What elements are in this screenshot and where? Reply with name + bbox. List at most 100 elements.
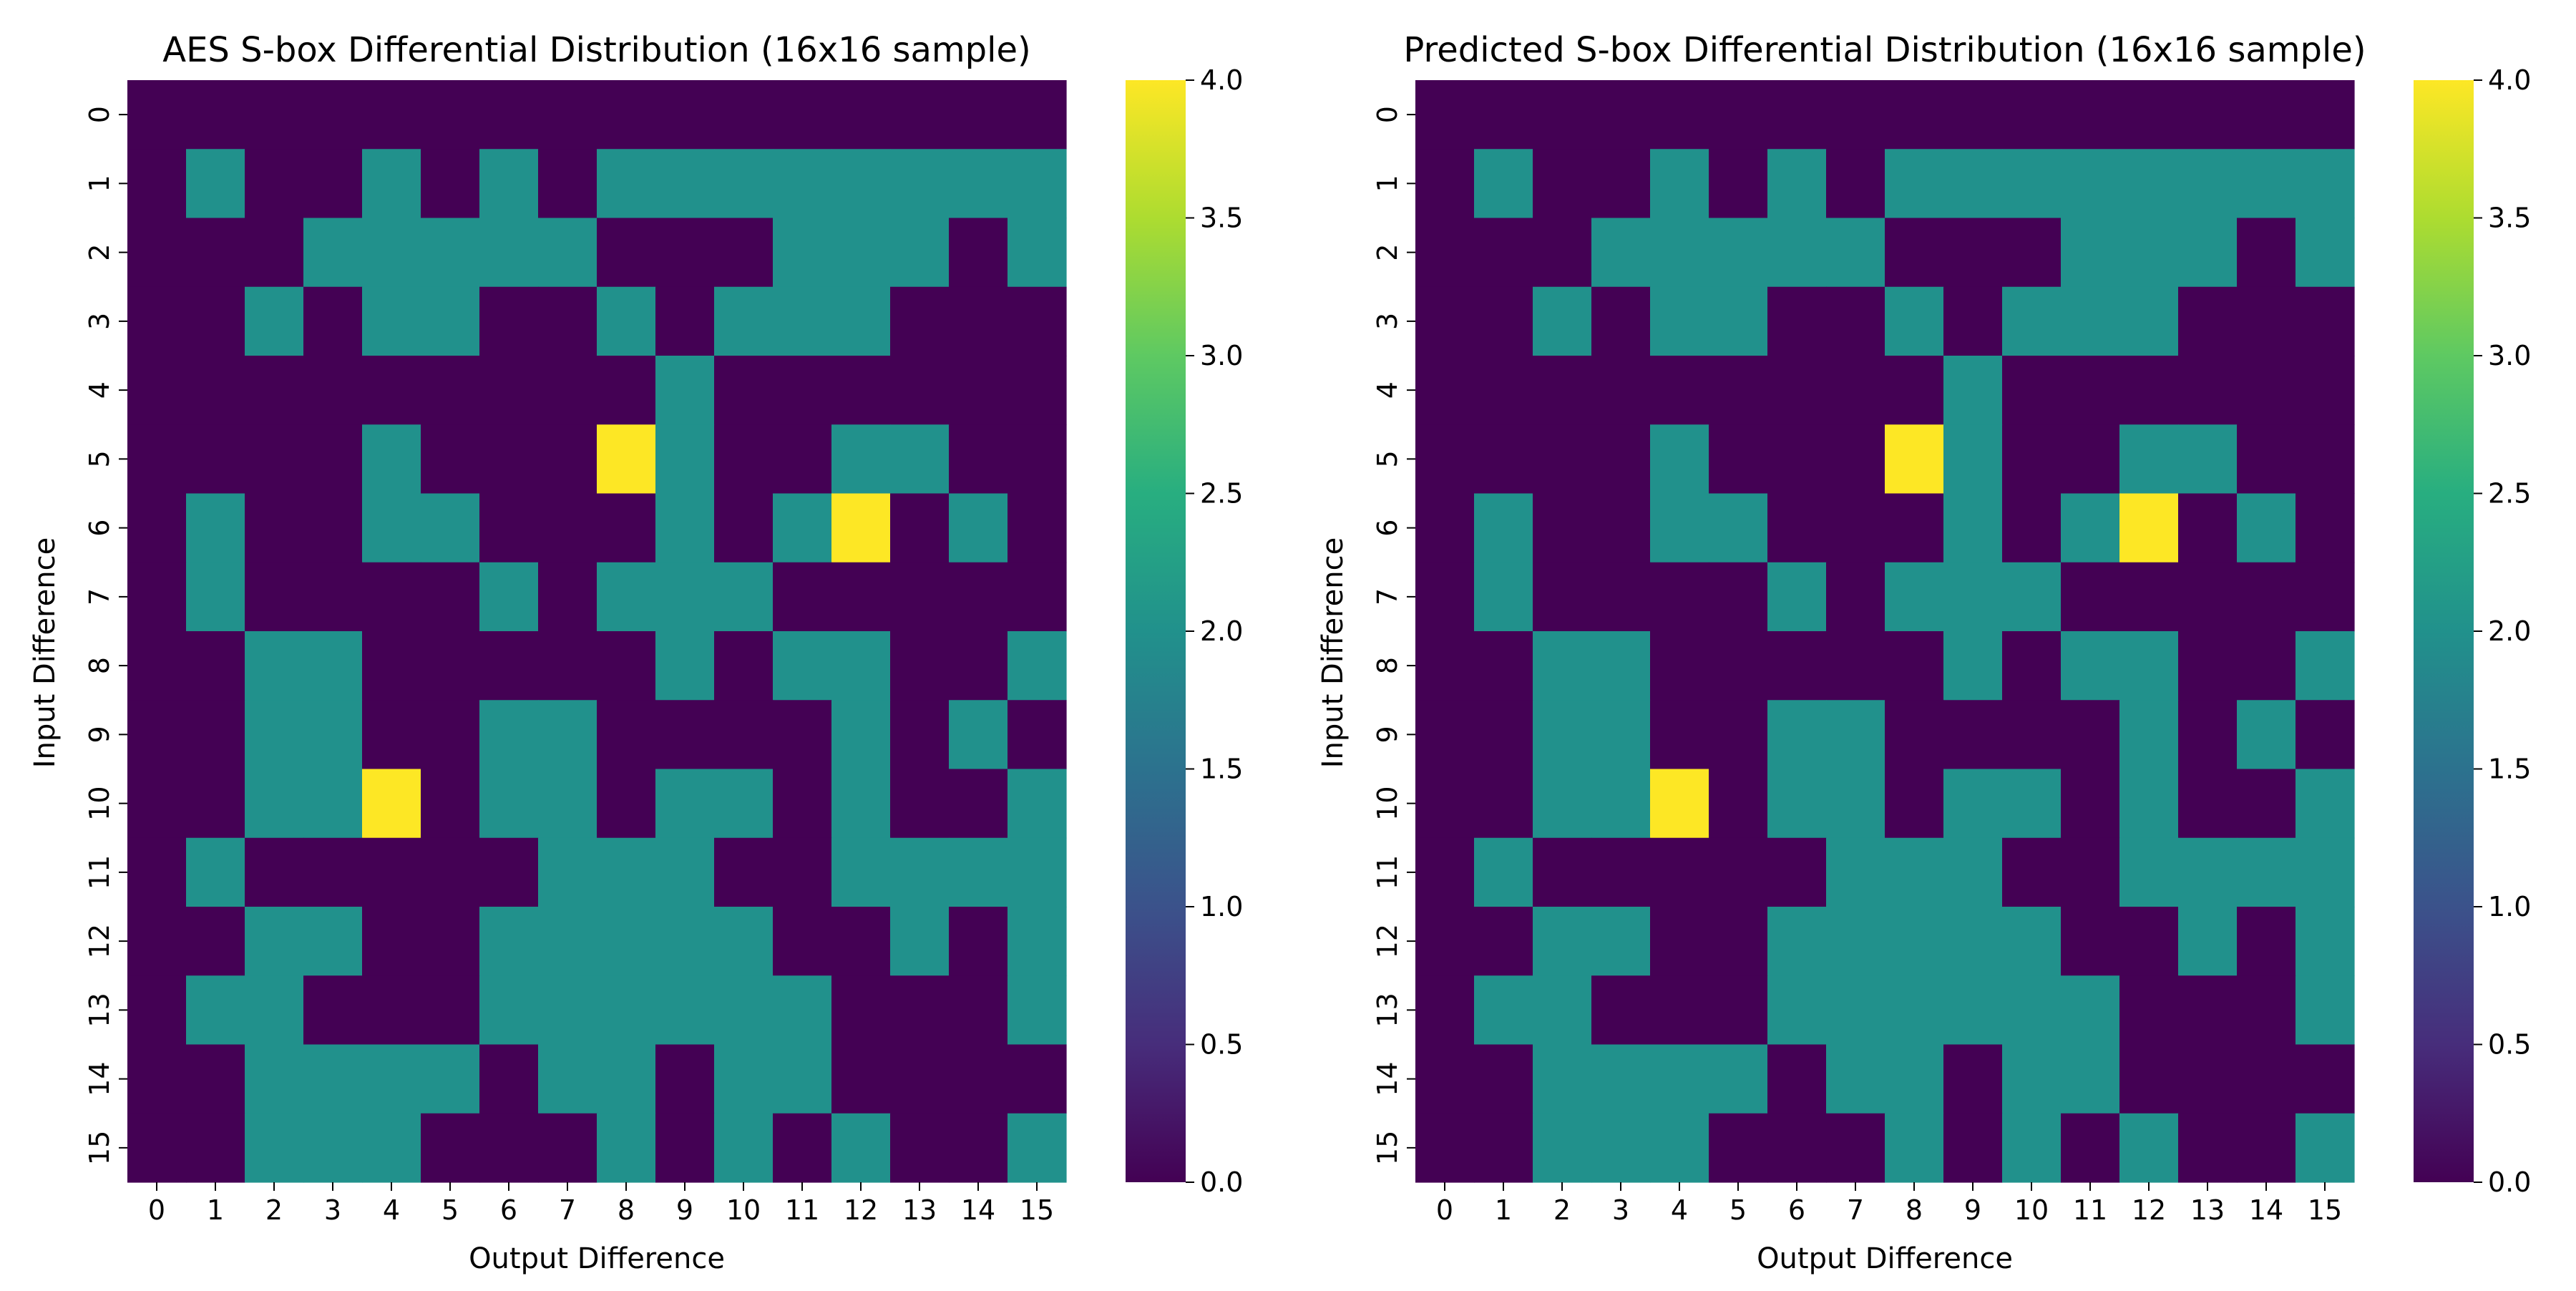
- heatmap-cell-r4-c14: [949, 356, 1008, 425]
- heatmap-cell-r6-c10: [2002, 493, 2062, 563]
- heatmap-cell-r10-c7: [538, 769, 597, 839]
- heatmap-cell-r13-c8: [597, 975, 656, 1046]
- heatmap-cell-r8-c13: [2178, 631, 2238, 701]
- heatmap-cell-r8-c3: [303, 631, 363, 701]
- heatmap-cell-r9-c6: [479, 700, 539, 770]
- colorbar-tick-label: 1.0: [2488, 891, 2531, 922]
- heatmap-cell-r4-c1: [186, 356, 245, 425]
- heatmap-cell-r14-c11: [2061, 1044, 2120, 1114]
- heatmap-cell-r4-c14: [2237, 356, 2296, 425]
- heatmap-cell-r9-c5: [1709, 700, 1768, 770]
- heatmap-cell-r4-c3: [303, 356, 363, 425]
- heatmap-cell-r2-c7: [1826, 218, 1885, 288]
- heatmap-cell-r7-c9: [655, 562, 715, 632]
- heatmap-cell-r6-c5: [1709, 493, 1768, 563]
- heatmap-cell-r10-c2: [1533, 769, 1592, 839]
- heatmap-cell-r3-c5: [421, 286, 480, 356]
- heatmap-cell-r14-c6: [1767, 1044, 1827, 1114]
- heatmap-cell-r0-c7: [538, 80, 597, 150]
- y-tick-label: 10: [84, 786, 115, 820]
- heatmap-cell-r7-c6: [479, 562, 539, 632]
- heatmap-cell-r10-c1: [186, 769, 245, 839]
- heatmap-cell-r5-c14: [949, 424, 1008, 495]
- y-tick-label: 14: [1372, 1061, 1403, 1096]
- heatmap-cell-r15-c4: [1650, 1113, 1709, 1183]
- heatmap-cell-r11-c5: [421, 837, 480, 907]
- heatmap-cell-r8-c3: [1591, 631, 1651, 701]
- heatmap-cell-r7-c12: [2119, 562, 2179, 632]
- heatmap-cell-r6-c7: [1826, 493, 1885, 563]
- heatmap-cell-r13-c3: [1591, 975, 1651, 1046]
- heatmap-cell-r1-c4: [1650, 149, 1709, 219]
- heatmap-cell-r4-c8: [1885, 356, 1944, 425]
- y-tick-label: 7: [1372, 588, 1403, 605]
- heatmap-cell-r2-c2: [245, 218, 304, 288]
- heatmap-cell-r1-c6: [479, 149, 539, 219]
- heatmap-cell-r0-c13: [2178, 80, 2238, 150]
- heatmap-cell-r3-c14: [2237, 286, 2296, 356]
- heatmap-cell-r8-c4: [362, 631, 421, 701]
- heatmap-cell-r2-c13: [2178, 218, 2238, 288]
- heatmap-cell-r13-c15: [1008, 975, 1067, 1046]
- y-tick-label: 12: [1372, 924, 1403, 958]
- heatmap-cell-r9-c5: [421, 700, 480, 770]
- heatmap-cell-r5-c2: [245, 424, 304, 495]
- heatmap-cell-r1-c12: [831, 149, 891, 219]
- heatmap-cell-r15-c11: [773, 1113, 832, 1183]
- heatmap-cell-r6-c7: [538, 493, 597, 563]
- heatmap-cell-r12-c1: [1474, 907, 1533, 976]
- heatmap-cell-r0-c6: [1767, 80, 1827, 150]
- heatmap-cell-r6-c3: [303, 493, 363, 563]
- heatmap-cell-r15-c5: [421, 1113, 480, 1183]
- heatmap-cell-r0-c11: [773, 80, 832, 150]
- heatmap-cell-r14-c0: [127, 1044, 187, 1114]
- heatmap-cell-r8-c11: [773, 631, 832, 701]
- heatmap-cell-r3-c13: [890, 286, 950, 356]
- colorbar-tick-label: 3.5: [2488, 203, 2531, 234]
- heatmap-cell-r12-c5: [1709, 907, 1768, 976]
- heatmap-cell-r12-c12: [831, 907, 891, 976]
- heatmap-cell-r0-c5: [1709, 80, 1768, 150]
- x-tick-label: 3: [1612, 1194, 1629, 1226]
- heatmap-cell-r14-c5: [421, 1044, 480, 1114]
- heatmap-cell-r7-c9: [1943, 562, 2003, 632]
- heatmap-cell-r7-c1: [1474, 562, 1533, 632]
- chart-title: AES S-box Differential Distribution (16x…: [162, 30, 1030, 70]
- colorbar-tick-label: 1.0: [1200, 891, 1243, 922]
- heatmap-cell-r14-c11: [773, 1044, 832, 1114]
- heatmap-cell-r10-c8: [597, 769, 656, 839]
- heatmap-cell-r1-c9: [1943, 149, 2003, 219]
- x-tick-label: 13: [902, 1194, 937, 1226]
- heatmap-cell-r11-c0: [1415, 837, 1475, 907]
- heatmap-cell-r8-c14: [2237, 631, 2296, 701]
- heatmap-cell-r12-c13: [890, 907, 950, 976]
- heatmap-cell-r11-c4: [362, 837, 421, 907]
- y-tick-label: 4: [1372, 381, 1403, 399]
- heatmap-cell-r10-c3: [303, 769, 363, 839]
- heatmap-cell-r0-c1: [186, 80, 245, 150]
- heatmap-cell-r2-c8: [1885, 218, 1944, 288]
- x-tick-label: 14: [2249, 1194, 2283, 1226]
- heatmap-cell-r8-c0: [127, 631, 187, 701]
- x-tick-label: 7: [1847, 1194, 1864, 1226]
- heatmap-cell-r14-c9: [655, 1044, 715, 1114]
- heatmap-cell-r5-c9: [1943, 424, 2003, 495]
- heatmap-chart-predicted: Predicted S-box Differential Distributio…: [1317, 30, 2531, 1275]
- heatmap-cell-r0-c8: [1885, 80, 1944, 150]
- heatmap-cell-r12-c10: [2002, 907, 2062, 976]
- heatmap-cell-r0-c12: [2119, 80, 2179, 150]
- heatmap-cell-r12-c4: [1650, 907, 1709, 976]
- heatmap-cell-r3-c15: [1008, 286, 1067, 356]
- x-tick-label: 15: [2308, 1194, 2342, 1226]
- heatmap-cell-r11-c8: [1885, 837, 1944, 907]
- heatmap-cell-r15-c8: [597, 1113, 656, 1183]
- heatmap-cell-r11-c9: [655, 837, 715, 907]
- heatmap-cell-r14-c13: [2178, 1044, 2238, 1114]
- heatmap-cell-r5-c8: [1885, 424, 1944, 495]
- heatmap-cell-r10-c15: [1008, 769, 1067, 839]
- y-axis-label: Input Difference: [1317, 537, 1350, 769]
- heatmap-cell-r4-c2: [245, 356, 304, 425]
- heatmap-panel-aes: AES S-box Differential Distribution (16x…: [0, 0, 1288, 1288]
- heatmap-cell-r2-c3: [1591, 218, 1651, 288]
